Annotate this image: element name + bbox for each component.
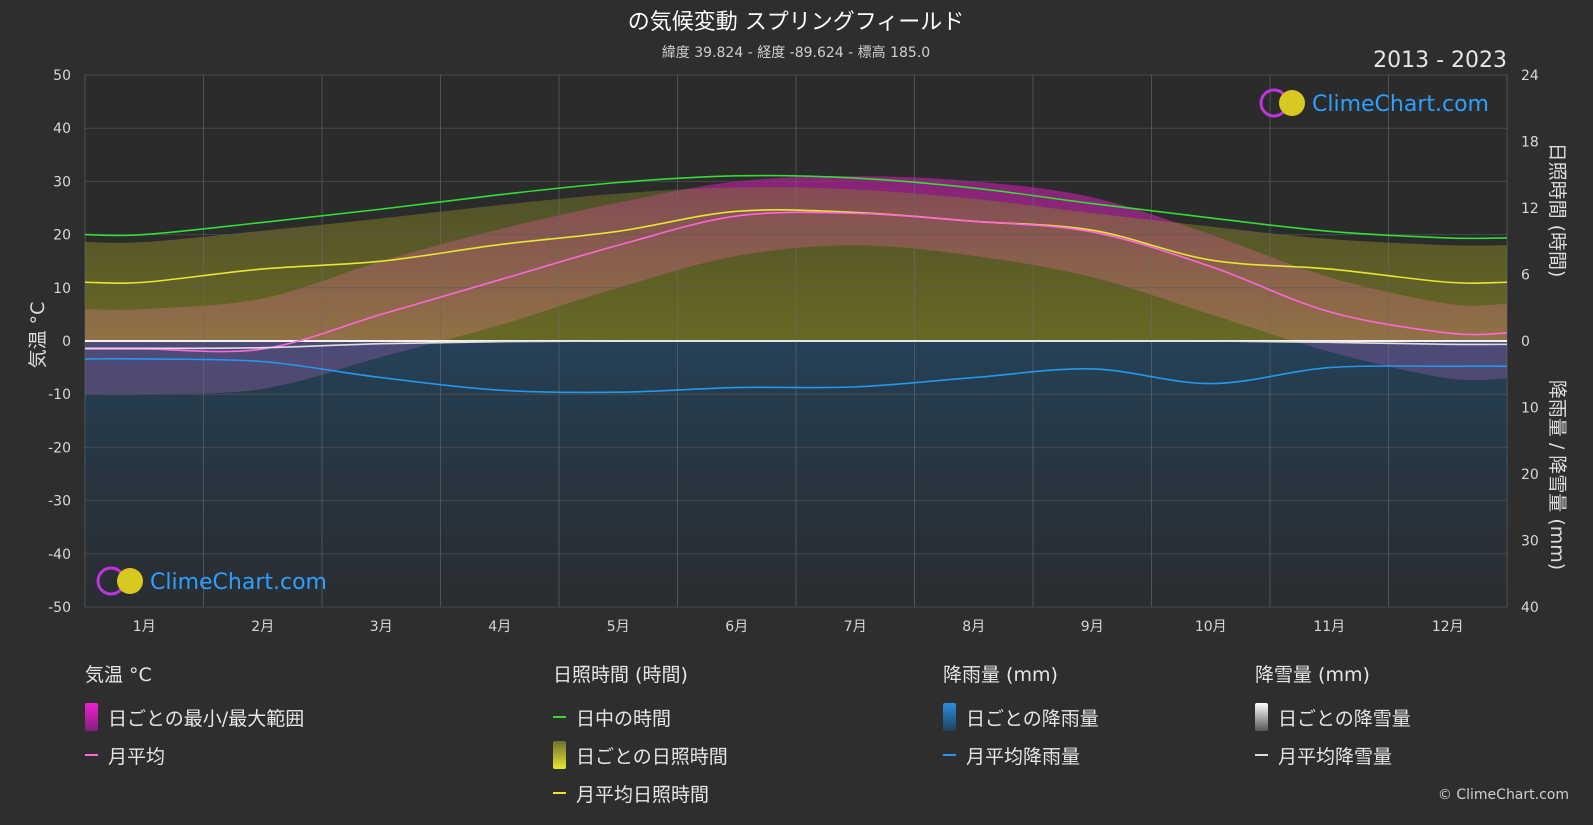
year-range: 2013 - 2023	[1373, 48, 1507, 73]
legend-item: 月平均日照時間	[553, 774, 728, 812]
legend-rain: 降雨量 (mm) 日ごとの降雨量 月平均降雨量	[943, 660, 1099, 774]
line-swatch-icon	[553, 792, 566, 794]
line-swatch-icon	[85, 754, 98, 756]
legend-item: 日ごとの日照時間	[553, 736, 728, 774]
legend-snow: 降雪量 (mm) 日ごとの降雪量 月平均降雪量	[1255, 660, 1411, 774]
range-swatch-icon	[85, 703, 98, 731]
precip-tick-label: 10	[1521, 401, 1539, 417]
legend-item: 日ごとの降雪量	[1255, 698, 1411, 736]
left-axis-label: 気温 °C	[27, 302, 49, 369]
legend-sunshine: 日照時間 (時間) 日中の時間 日ごとの日照時間 月平均日照時間	[553, 660, 728, 812]
series-line	[84, 209, 1508, 285]
brand-name-top: ClimeChart.com	[1312, 92, 1489, 117]
chart-subtitle: 緯度 39.824 - 経度 -89.624 - 標高 185.0	[662, 44, 930, 61]
y-tick-label: -20	[48, 440, 71, 456]
series-line	[84, 211, 1508, 353]
y-tick-label: 0	[62, 334, 71, 350]
logo-sun-icon	[117, 568, 143, 594]
precip-tick-label: 20	[1521, 467, 1539, 483]
copyright: © ClimeChart.com	[1437, 787, 1569, 803]
y-tick-label: 50	[53, 68, 71, 84]
month-tick-label: 9月	[1081, 619, 1104, 635]
hours-tick-label: 12	[1521, 201, 1539, 217]
y-tick-label: 20	[53, 228, 71, 244]
legend-title: 降雨量 (mm)	[943, 664, 1058, 686]
line-swatch-icon	[1255, 754, 1268, 756]
month-tick-label: 4月	[488, 619, 511, 635]
legend-item: 日ごとの降雨量	[943, 698, 1099, 736]
series-lines	[84, 174, 1508, 394]
line-swatch-icon	[553, 716, 566, 718]
sunshine-swatch-icon	[553, 741, 566, 769]
series-line	[84, 357, 1508, 394]
hours-tick-label: 0	[1521, 334, 1530, 350]
month-tick-label: 10月	[1195, 619, 1227, 635]
legend-item: 月平均降雪量	[1255, 736, 1411, 774]
chart-title: の気候変動 スプリングフィールド	[628, 10, 965, 35]
legend-title: 日照時間 (時間)	[553, 664, 688, 686]
brand-name-bottom: ClimeChart.com	[150, 570, 327, 595]
legend-temperature: 気温 °C 日ごとの最小/最大範囲 月平均	[85, 660, 304, 774]
hours-tick-label: 24	[1521, 68, 1539, 84]
legend-label: 月平均	[108, 745, 166, 768]
month-tick-label: 12月	[1432, 619, 1464, 635]
month-tick-label: 3月	[370, 619, 393, 635]
legend-label: 月平均降雨量	[966, 745, 1081, 768]
month-tick-label: 2月	[251, 619, 274, 635]
legend-title: 降雪量 (mm)	[1255, 664, 1370, 686]
month-tick-label: 6月	[725, 619, 748, 635]
month-tick-label: 5月	[607, 619, 630, 635]
legend-label: 日ごとの最小/最大範囲	[108, 707, 305, 730]
legend-item: 月平均	[85, 736, 304, 774]
precip-tick-label: 40	[1521, 600, 1539, 616]
legend-item: 日中の時間	[553, 698, 728, 736]
month-tick-label: 8月	[962, 619, 985, 635]
legend-title: 気温 °C	[85, 664, 152, 686]
y-tick-label: 30	[53, 174, 71, 190]
month-tick-label: 1月	[133, 619, 156, 635]
month-tick-label: 7月	[844, 619, 867, 635]
climate-chart: の気候変動 スプリングフィールド 緯度 39.824 - 経度 -89.624 …	[27, 10, 1568, 635]
logo-sun-icon	[1279, 90, 1305, 116]
rain-swatch-icon	[943, 703, 956, 731]
brand-logo-bottom: ClimeChart.com	[96, 566, 327, 596]
y-tick-label: -30	[48, 494, 71, 510]
legend-label: 日ごとの降雨量	[966, 707, 1099, 730]
legend-label: 月平均日照時間	[576, 783, 710, 806]
series-line	[84, 174, 1508, 240]
legend-item: 日ごとの最小/最大範囲	[85, 698, 304, 736]
month-tick-label: 11月	[1313, 619, 1345, 635]
chart-axes: 50 40 30 20 10 0 -10 -20 -30 -40 -50 24 18 12 6 0 10 20 30…	[48, 68, 1539, 635]
brand-logo-top: ClimeChart.com	[1259, 88, 1489, 118]
y-tick-label: -50	[48, 600, 71, 616]
legend-label: 日ごとの日照時間	[576, 745, 728, 768]
right-axis-label-hours: 日照時間 (時間)	[1546, 143, 1568, 278]
y-tick-label: 10	[53, 281, 71, 297]
right-axis-label-precip: 降雨量 / 降雪量 (mm)	[1546, 380, 1568, 570]
snow-swatch-icon	[1255, 703, 1268, 731]
series-line	[84, 340, 1508, 350]
legend-label: 日中の時間	[576, 707, 672, 730]
line-swatch-icon	[943, 754, 956, 756]
precip-tick-label: 30	[1521, 534, 1539, 550]
y-tick-label: 40	[53, 121, 71, 137]
legend-item: 月平均降雨量	[943, 736, 1099, 774]
hours-tick-label: 6	[1521, 268, 1530, 284]
legend-label: 月平均降雪量	[1278, 745, 1393, 768]
legend-label: 日ごとの降雪量	[1278, 707, 1411, 730]
y-tick-label: -40	[48, 547, 71, 563]
y-tick-label: -10	[48, 387, 71, 403]
hours-tick-label: 18	[1521, 135, 1539, 151]
